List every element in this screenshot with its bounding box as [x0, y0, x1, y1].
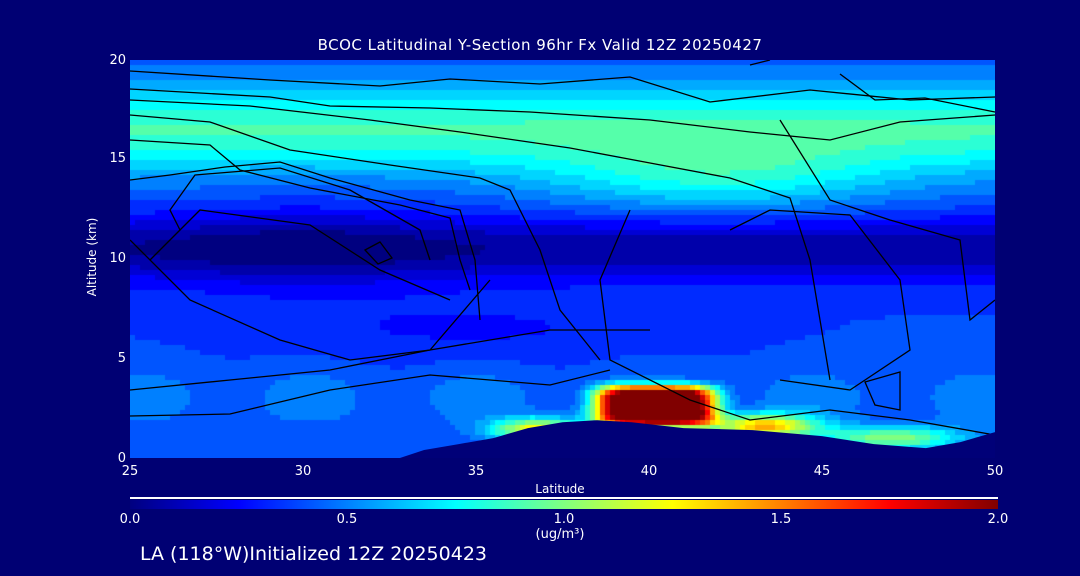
contour-line [130, 99, 831, 381]
contour-line [130, 329, 650, 391]
contour-line [599, 209, 995, 436]
colorbar-tick-label: 0.0 [119, 512, 141, 527]
contour-line [130, 88, 995, 141]
contour-line [130, 70, 995, 103]
contour-line [169, 167, 431, 261]
contour-line [864, 371, 901, 411]
plot-area [130, 60, 995, 458]
colorbar-tick-label: 2.0 [987, 512, 1009, 527]
colorbar-units: (ug/m³) [535, 527, 585, 542]
contour-line [130, 239, 491, 361]
y-tick-label: 5 [117, 351, 126, 366]
contour-line [839, 73, 995, 113]
x-tick-label: 40 [640, 464, 658, 479]
contour-line [749, 60, 771, 66]
contour-line [130, 369, 611, 417]
contour-line [729, 209, 911, 391]
contour-layer [130, 60, 995, 458]
contour-line [363, 241, 394, 265]
contour-line [130, 139, 471, 291]
colorbar-tick-label: 1.5 [770, 512, 792, 527]
contour-line [130, 114, 601, 361]
colorbar-tick-label: 0.5 [336, 512, 358, 527]
chart-title: BCOC Latitudinal Y-Section 96hr Fx Valid… [317, 36, 763, 54]
colorbar-top-line [130, 497, 998, 499]
y-axis-label: Altitude (km) [85, 217, 99, 297]
y-tick-label: 10 [109, 251, 126, 266]
x-tick-label: 45 [813, 464, 831, 479]
concentration-field [130, 60, 995, 458]
contour-line [149, 209, 451, 301]
terrain-silhouette [130, 420, 995, 458]
y-tick-label: 15 [109, 151, 126, 166]
x-tick-label: 35 [467, 464, 485, 479]
colorbar [130, 500, 998, 509]
x-axis-label: Latitude [535, 482, 585, 496]
colorbar-tick-label: 1.0 [553, 512, 575, 527]
contour-line [130, 161, 481, 321]
x-tick-label: 50 [986, 464, 1004, 479]
y-tick-label: 0 [117, 451, 126, 466]
x-tick-label: 25 [121, 464, 139, 479]
y-tick-label: 20 [109, 53, 126, 68]
footer-init-label: LA (118°W)Initialized 12Z 20250423 [140, 543, 487, 565]
x-tick-label: 30 [294, 464, 312, 479]
contour-line [779, 119, 995, 322]
